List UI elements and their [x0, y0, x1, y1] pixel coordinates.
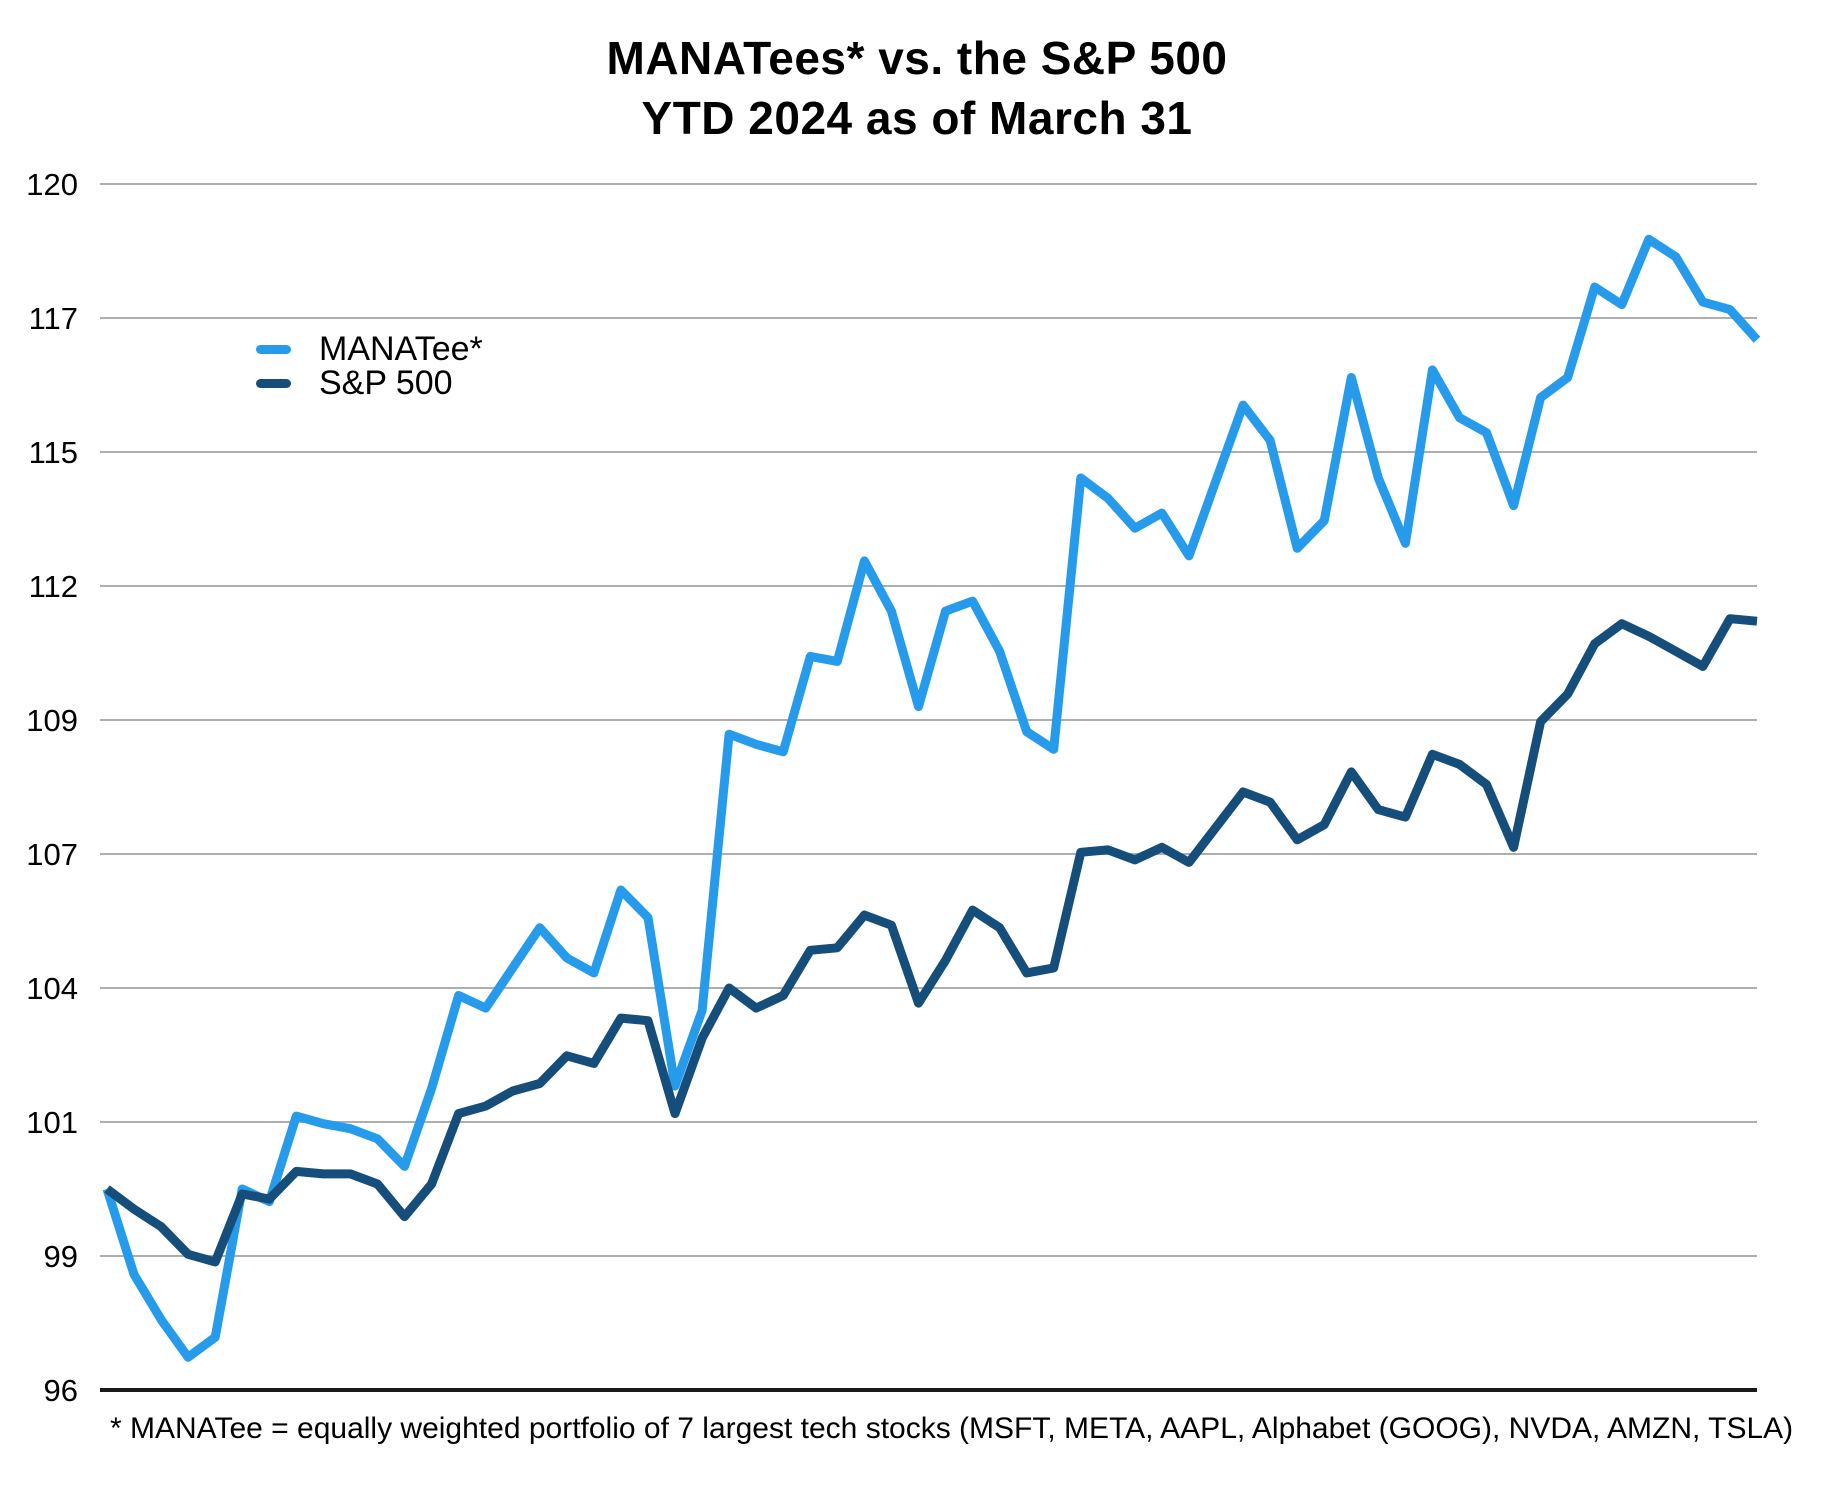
y-axis-tick-label: 107 — [26, 837, 78, 872]
y-axis-tick-label: 109 — [26, 703, 78, 738]
legend-item-sp500: S&P 500 — [256, 366, 483, 400]
y-axis-tick-label: 112 — [29, 569, 78, 604]
manatee-line-swatch — [256, 344, 291, 354]
legend-label-manatee: MANATee* — [319, 330, 483, 368]
sp500-line — [104, 614, 1758, 1267]
legend-label-sp500: S&P 500 — [319, 364, 453, 402]
chart-title-line1: MANATees* vs. the S&P 500 — [606, 32, 1228, 84]
chart-title-line2: YTD 2024 as of March 31 — [641, 92, 1193, 144]
y-axis-tick-label: 101 — [26, 1105, 78, 1140]
y-axis-tick-label: 96 — [44, 1373, 78, 1408]
y-axis-tick-label: 120 — [26, 167, 78, 202]
y-axis-tick-label: 117 — [29, 301, 78, 336]
sp500-line-swatch — [256, 378, 291, 388]
manatee-line — [102, 234, 1761, 1362]
legend-item-manatee: MANATee* — [256, 332, 483, 366]
y-axis-tick-label: 115 — [29, 435, 78, 470]
chart-footnote: * MANATee = equally weighted portfolio o… — [110, 1412, 1794, 1445]
chart-legend: MANATee* S&P 500 — [256, 332, 483, 400]
y-axis-tick-label: 99 — [44, 1239, 78, 1274]
chart-title: MANATees* vs. the S&P 500 YTD 2024 as of… — [0, 28, 1834, 148]
y-axis-tick-label: 104 — [26, 971, 78, 1006]
